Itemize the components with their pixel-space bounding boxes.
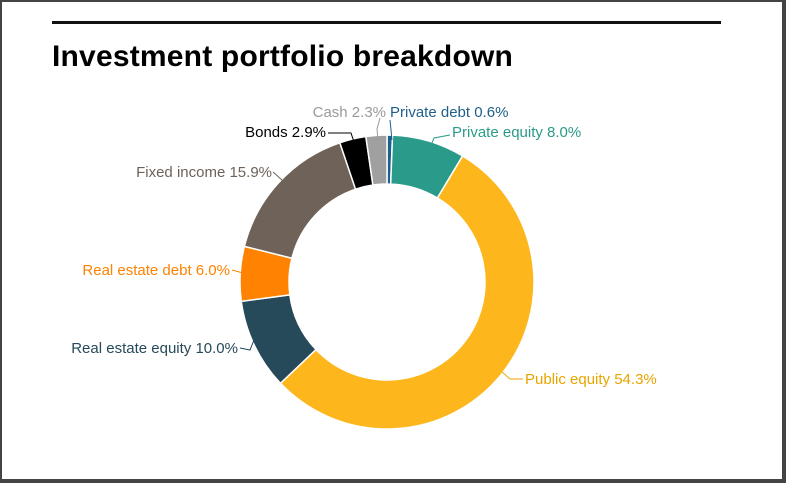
- leader-line-private-debt: [389, 119, 393, 141]
- slice-fixed-income: [243, 141, 357, 260]
- title-rule: [52, 21, 721, 24]
- data-label-private-equity: Private equity 8.0%: [452, 124, 581, 141]
- slice-public-equity: [279, 154, 535, 430]
- data-label-bonds: Bonds 2.9%: [245, 124, 326, 141]
- data-label-real-estate-equity: Real estate equity 10.0%: [71, 340, 238, 357]
- data-label-public-equity: Public equity 54.3%: [525, 371, 657, 388]
- leader-line-fixed-income: [272, 171, 285, 193]
- leader-line-real-estate-debt: [231, 269, 244, 274]
- data-label-real-estate-debt: Real estate debt 6.0%: [82, 262, 230, 279]
- chart-title: Investment portfolio breakdown: [52, 40, 514, 73]
- data-label-cash: Cash 2.3%: [313, 104, 386, 121]
- data-label-fixed-income: Fixed income 15.9%: [136, 164, 272, 181]
- leader-line-public-equity: [501, 371, 523, 380]
- leader-line-real-estate-equity: [239, 339, 255, 351]
- leader-line-cash: [376, 117, 381, 141]
- leader-line-private-equity: [429, 134, 451, 149]
- data-label-private-debt: Private debt 0.6%: [390, 104, 508, 121]
- slice-cash: [364, 134, 388, 186]
- leader-line-bonds: [328, 132, 355, 143]
